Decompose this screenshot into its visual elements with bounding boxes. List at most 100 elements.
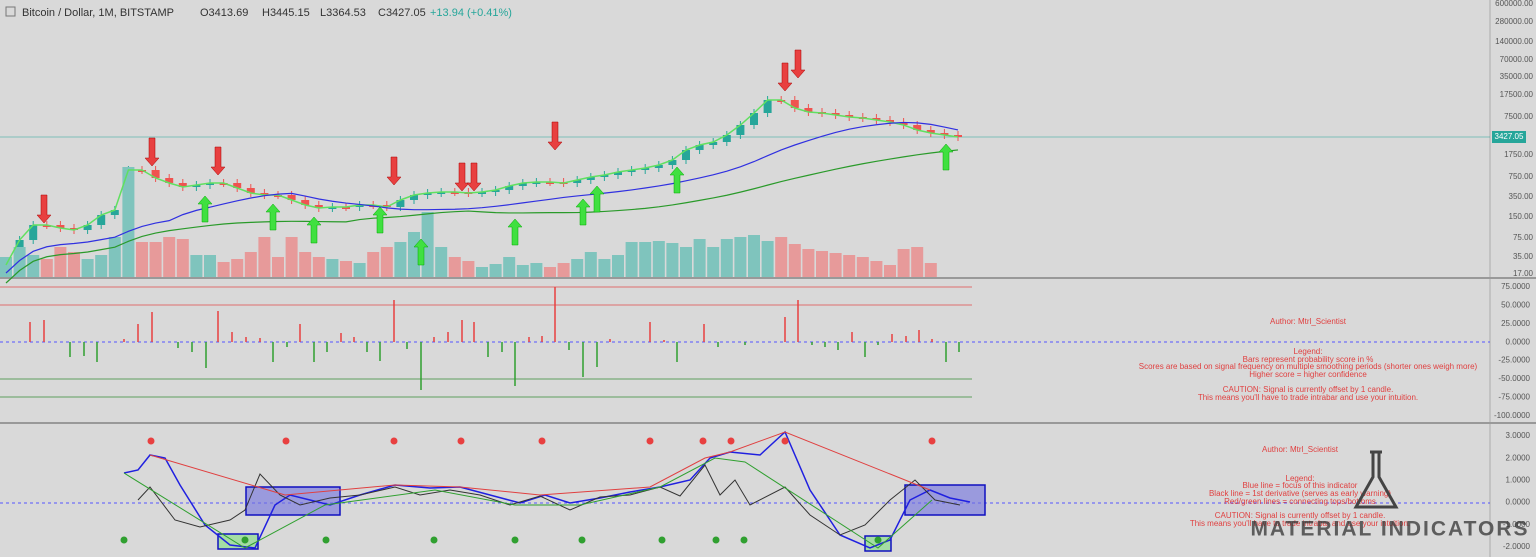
bottom-dot (578, 536, 586, 544)
signal-arrow (265, 203, 281, 231)
candle (42, 225, 51, 227)
price-line (5, 99, 959, 266)
bottom-dot (658, 536, 666, 544)
volume (380, 247, 393, 277)
volume (448, 257, 461, 277)
bottom-dot (712, 536, 720, 544)
note: Blue line = focus of this indicator (1243, 481, 1358, 490)
candle (260, 193, 269, 195)
volume (122, 167, 135, 277)
symbol[interactable]: Bitcoin / Dollar, 1M, BITSTAMP (22, 7, 174, 19)
signal-arrow (210, 146, 226, 176)
volume (530, 263, 543, 277)
volume (326, 259, 339, 277)
candle (518, 183, 527, 186)
note: Legend: (1286, 474, 1315, 483)
volume (272, 257, 284, 277)
signal-arrow (454, 162, 470, 192)
ohlc: H3445.15 (262, 7, 310, 19)
candle (913, 125, 922, 130)
signal-arrow (507, 218, 523, 246)
price-label: 35.00 (1513, 252, 1534, 261)
volume (312, 257, 325, 277)
top-dot (390, 437, 398, 445)
price-label: 17.00 (1513, 269, 1534, 278)
candle (641, 168, 650, 170)
signal-arrow (372, 206, 388, 234)
price-label: 150.00 (1509, 212, 1534, 221)
volume (693, 239, 706, 277)
candle (682, 150, 690, 160)
candle (926, 130, 935, 133)
candle (736, 125, 745, 135)
volume (761, 241, 774, 277)
volume (870, 261, 883, 277)
volume (571, 259, 584, 277)
candle (505, 186, 514, 190)
candle (328, 207, 337, 209)
candle (872, 118, 881, 120)
candle (342, 207, 350, 209)
volume (285, 237, 298, 277)
candle (491, 190, 500, 192)
volume (516, 265, 529, 277)
note: Black line = 1st derivative (serves as e… (1209, 489, 1391, 498)
signal-arrow (777, 62, 793, 92)
volume (68, 252, 80, 277)
candle (600, 175, 609, 177)
volume (748, 235, 760, 277)
candle (70, 228, 78, 230)
volume (652, 241, 665, 277)
candle (355, 205, 364, 207)
candle (546, 182, 554, 184)
volume (13, 247, 26, 277)
candle (478, 192, 486, 194)
volume (707, 247, 720, 277)
candle (709, 142, 718, 145)
top-dot (727, 437, 735, 445)
volume (367, 252, 380, 277)
candle (886, 120, 894, 122)
candle (668, 160, 677, 165)
icon[interactable] (5, 6, 16, 17)
candle (695, 145, 704, 150)
osc-label: 50.0000 (1501, 301, 1530, 310)
black-line (137, 464, 961, 536)
volume (258, 237, 271, 277)
note: CAUTION: Signal is currently offset by 1… (1223, 385, 1394, 394)
volume (897, 249, 910, 277)
volume (108, 237, 121, 277)
candle (219, 183, 228, 185)
volume (557, 263, 570, 277)
candle (437, 192, 446, 194)
volume (0, 257, 12, 277)
top-dot (781, 437, 789, 445)
osc-label: 25.0000 (1501, 319, 1530, 328)
osc-label: -25.0000 (1498, 356, 1530, 365)
signal-arrow (547, 121, 563, 151)
bottom-dot (120, 536, 128, 544)
bottoms-line (123, 457, 933, 549)
volume (27, 255, 40, 277)
top-dot (282, 437, 290, 445)
volume (190, 255, 203, 277)
candle (790, 100, 799, 108)
price-label: 280000.00 (1495, 17, 1533, 26)
candle (423, 193, 432, 195)
note: This means you'll have to trade intrabar… (1198, 393, 1418, 402)
osc-label: 0.0000 (1506, 337, 1531, 346)
note: Scores are based on signal frequency on … (1139, 362, 1478, 371)
candle (56, 225, 65, 228)
note: Red/green lines = connecting tops/bottom… (1224, 497, 1376, 506)
candle (777, 100, 786, 102)
volume (421, 212, 434, 277)
bottom-dot (511, 536, 519, 544)
osc-label: -100.0000 (1494, 411, 1531, 420)
volume (856, 257, 869, 277)
candle (138, 170, 146, 172)
volume (625, 242, 638, 277)
volume (394, 242, 407, 277)
bottom-dot (241, 536, 249, 544)
volume (788, 244, 801, 277)
candle (206, 183, 214, 185)
